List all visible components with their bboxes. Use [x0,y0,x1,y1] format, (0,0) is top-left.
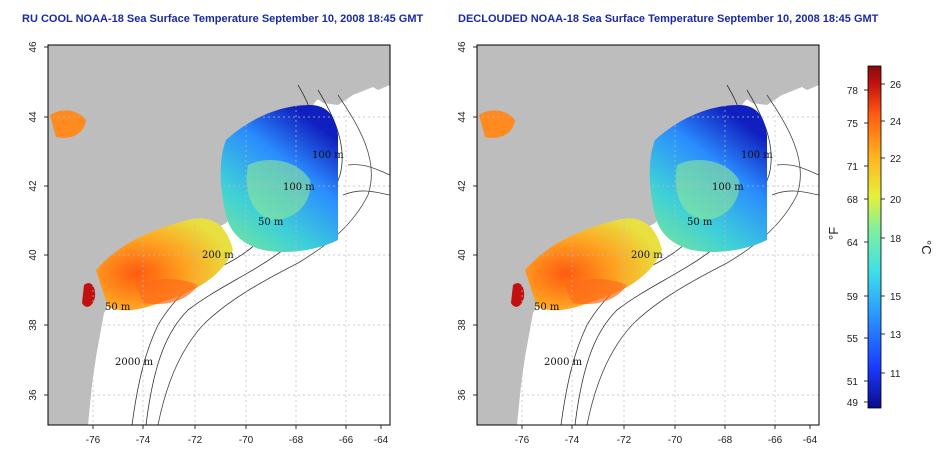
y-tick-label: 38 [457,319,468,331]
x-tick-label: -74 [565,435,580,446]
fahrenheit-tick-label: 49 [847,398,859,409]
celsius-tick-label: 13 [890,330,902,341]
contour-label: 2000 m [115,357,154,368]
x-tick-label: -64 [803,435,818,446]
right-sst-map [476,44,820,426]
x-tick-label: -64 [374,435,389,446]
x-tick-label: -68 [718,435,733,446]
celsius-tick-label: 22 [890,154,902,165]
celsius-tick-label: 26 [890,80,902,91]
y-tick-label: 40 [28,249,39,261]
x-tick-label: -70 [239,435,254,446]
fahrenheit-tick-label: 59 [847,292,859,303]
fahrenheit-tick-label: 71 [847,162,859,173]
contour-label: 50 m [687,217,713,228]
x-tick-label: -68 [289,435,304,446]
x-tick-label: -70 [668,435,683,446]
y-tick-label: 44 [28,111,39,123]
celsius-tick-label: 15 [890,292,902,303]
y-tick-label: 46 [28,41,39,53]
celsius-tick-label: 24 [890,117,902,128]
x-tick-label: -66 [339,435,354,446]
x-tick-label: -72 [617,435,632,446]
fahrenheit-unit: °F [826,227,841,240]
temperature-colorbar: 78 75 71 68 64 59 55 51 49 26 24 22 20 18 15 13 11 °F °… [826,65,934,409]
y-tick-label: 36 [28,389,39,401]
contour-label: 2000 m [544,357,583,368]
fahrenheit-tick-label: 64 [847,238,859,249]
y-tick-label: 38 [28,319,39,331]
fahrenheit-tick-label: 51 [847,377,859,388]
y-tick-label: 46 [457,41,468,53]
y-tick-label: 40 [457,249,468,261]
x-tick-label: -72 [188,435,203,446]
contour-label: 50 m [534,302,560,313]
celsius-tick-label: 20 [890,195,902,206]
right-contour-labels: 100 m 100 m 50 m 200 m 50 m 2000 m [534,150,773,368]
contour-label: 200 m [202,250,234,261]
left-contour-labels: 100 m 100 m 50 m 200 m 50 m 2000 m [105,150,344,368]
y-tick-label: 44 [457,111,468,123]
contour-label: 100 m [712,182,744,193]
contour-label: 100 m [312,150,344,161]
contour-label: 100 m [741,150,773,161]
celsius-unit: °C [919,240,934,255]
colorbar-gradient [867,65,882,409]
contour-label: 100 m [283,182,315,193]
left-map-axes: -76 -74 -72 -70 -68 -66 -64 36 38 40 42 44 46 [28,41,389,446]
y-tick-label: 42 [457,180,468,192]
x-tick-label: -76 [515,435,530,446]
right-map-title: DECLOUDED NOAA-18 Sea Surface Temperatur… [458,13,879,25]
left-sst-map [47,44,391,426]
fahrenheit-tick-label: 68 [847,195,859,206]
celsius-tick-label: 11 [890,369,901,380]
x-tick-label: -74 [136,435,151,446]
y-tick-label: 42 [28,180,39,192]
x-tick-label: -76 [86,435,101,446]
left-map-title: RU COOL NOAA-18 Sea Surface Temperature … [22,13,424,25]
contour-label: 200 m [631,250,663,261]
fahrenheit-tick-label: 55 [847,334,859,345]
x-tick-label: -66 [768,435,783,446]
contour-label: 50 m [258,217,284,228]
fahrenheit-tick-label: 75 [847,119,859,130]
fahrenheit-tick-label: 78 [847,86,859,97]
celsius-tick-label: 18 [890,234,902,245]
y-tick-label: 36 [457,389,468,401]
contour-label: 50 m [105,302,131,313]
right-map-axes: -76 -74 -72 -70 -68 -66 -64 36 38 40 42 44 46 [457,41,818,446]
